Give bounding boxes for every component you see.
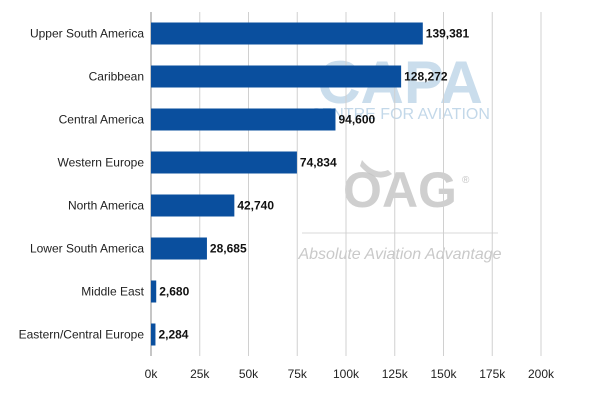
data-label: 128,272 <box>404 70 448 84</box>
bar <box>151 151 297 174</box>
x-tick-label: 125k <box>382 367 409 381</box>
oag-watermark: OAG ® Absolute Aviation Advantage <box>297 160 502 263</box>
category-label: North America <box>68 199 144 213</box>
bar <box>151 237 207 260</box>
bar <box>151 280 157 303</box>
category-labels: Upper South America Caribbean Central Amer… <box>19 27 145 342</box>
category-label: Caribbean <box>89 70 144 84</box>
data-label: 28,685 <box>210 242 247 256</box>
oag-swoosh-icon <box>360 160 392 178</box>
x-tick-label: 25k <box>190 367 210 381</box>
bar <box>151 65 402 88</box>
oag-registered-mark: ® <box>462 175 470 186</box>
x-tick-label: 100k <box>333 367 360 381</box>
x-tick-label: 200k <box>528 367 555 381</box>
category-label: Upper South America <box>30 27 144 41</box>
bars <box>151 22 423 346</box>
oag-tagline: Absolute Aviation Advantage <box>297 246 501 263</box>
x-tick-label: 75k <box>288 367 308 381</box>
data-label: 2,284 <box>158 328 188 342</box>
x-tick-label: 175k <box>479 367 506 381</box>
x-tick-label: 0k <box>145 367 159 381</box>
value-labels: 139,381 128,272 94,600 74,834 42,740 28,685 2,… <box>158 27 469 342</box>
x-tick-label: 50k <box>239 367 259 381</box>
bar <box>151 108 336 131</box>
category-label: Western Europe <box>58 156 145 170</box>
category-label: Lower South America <box>30 242 144 256</box>
data-label: 74,834 <box>300 156 337 170</box>
capa-subtitle: CENTRE FOR AVIATION <box>310 106 490 123</box>
data-label: 139,381 <box>426 27 470 41</box>
data-label: 94,600 <box>338 113 375 127</box>
x-axis-ticks: 0k 25k 50k 75k 100k 125k 150k 175k 200k <box>145 367 555 381</box>
bar <box>151 194 235 217</box>
bar <box>151 22 423 45</box>
data-label: 2,680 <box>159 285 189 299</box>
x-tick-label: 150k <box>430 367 457 381</box>
category-label: Middle East <box>81 285 144 299</box>
oag-logo-text: OAG <box>343 162 457 218</box>
category-label: Central America <box>59 113 145 127</box>
data-label: 42,740 <box>237 199 274 213</box>
category-label: Eastern/Central Europe <box>19 328 145 342</box>
bar <box>151 323 156 346</box>
